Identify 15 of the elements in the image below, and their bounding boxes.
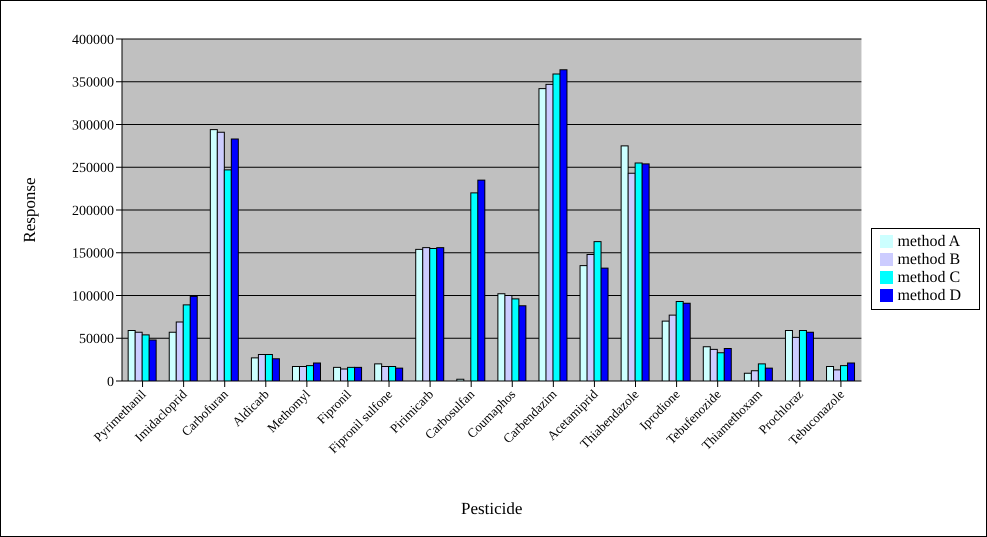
y-tick-label: 300000 xyxy=(72,118,114,134)
y-tick-label: 50000 xyxy=(79,332,114,348)
x-axis-title: Pesticide xyxy=(461,499,522,518)
y-tick-label: 150000 xyxy=(72,246,114,262)
y-tick-label: 0 xyxy=(107,374,114,390)
y-tick-label: 200000 xyxy=(72,204,114,219)
legend-label: method C xyxy=(897,268,960,286)
legend-label: method A xyxy=(897,232,960,250)
y-axis-title: Response xyxy=(20,177,40,243)
legend-label: method D xyxy=(897,286,961,304)
y-tick-label: 400000 xyxy=(72,32,114,48)
y-tick-label: 100000 xyxy=(72,289,114,304)
y-tick-label: 350000 xyxy=(72,76,114,91)
legend-label: method B xyxy=(897,250,960,268)
y-tick-label: 250000 xyxy=(72,161,114,176)
